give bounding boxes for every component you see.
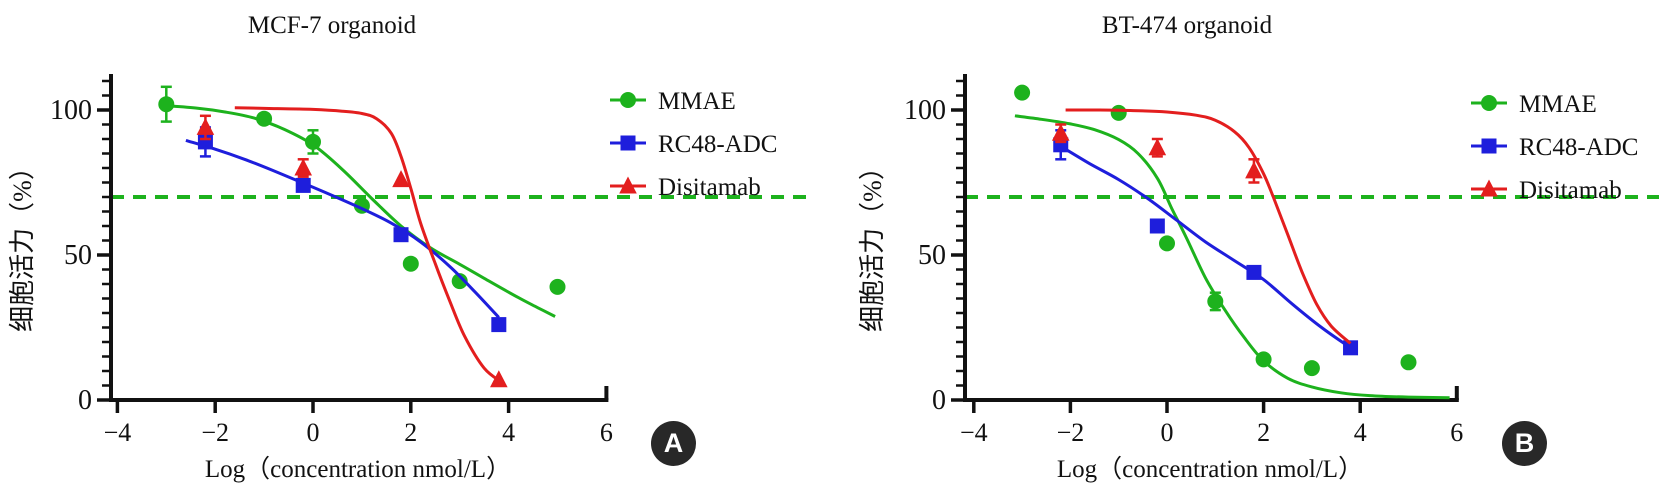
axes: −4 −2 0 2 4 6 0 50 100 bbox=[50, 74, 613, 447]
panel-b-badge: B bbox=[1502, 421, 1547, 466]
series-disitamab bbox=[196, 106, 508, 388]
fit-curve-rc48-adc bbox=[1059, 145, 1352, 350]
panel-mcf7-organoid: −4 −2 0 2 4 6 0 50 100 MCF-7 organoid Log（concentr… bbox=[8, 12, 806, 483]
data-point-rc48-adc bbox=[295, 177, 311, 193]
legend-item-disitamab: Disitamab bbox=[610, 174, 761, 201]
data-point-disitamab bbox=[490, 370, 508, 388]
y-axis-label: 细胞活力（%） bbox=[8, 154, 37, 332]
panel-a-badge: A bbox=[651, 421, 696, 466]
legend-marker-triangle bbox=[1480, 179, 1498, 197]
series-disitamab bbox=[1051, 108, 1352, 345]
x-tick-label: 0 bbox=[1161, 418, 1174, 447]
legend-label: Disitamab bbox=[658, 174, 761, 201]
x-tick-label: 6 bbox=[1450, 418, 1463, 447]
fit-curve-mmae bbox=[1014, 114, 1450, 400]
data-point-disitamab bbox=[1245, 161, 1263, 179]
data-point-mmae bbox=[1255, 351, 1272, 368]
legend-label: RC48-ADC bbox=[1519, 134, 1638, 161]
y-axis-label: 细胞活力（%） bbox=[858, 154, 887, 332]
legend-label: MMAE bbox=[1519, 91, 1597, 118]
y-tick-label: 50 bbox=[918, 240, 946, 271]
data-point-disitamab bbox=[1148, 138, 1167, 156]
x-tick-label: 6 bbox=[600, 418, 613, 447]
data-point-mmae bbox=[1110, 104, 1127, 121]
data-point-rc48-adc bbox=[1343, 340, 1359, 356]
x-tick-label: 0 bbox=[307, 418, 320, 447]
x-axis-label: Log（concentration nmol/L） bbox=[1057, 455, 1363, 483]
y-tick-label: 50 bbox=[64, 240, 92, 271]
x-tick-label: 4 bbox=[502, 418, 515, 447]
legend-marker-triangle bbox=[619, 176, 637, 194]
y-tick-label: 100 bbox=[904, 95, 946, 126]
data-point-mmae bbox=[256, 110, 273, 127]
chart-title: BT-474 organoid bbox=[1102, 12, 1273, 39]
data-point-mmae bbox=[158, 96, 175, 113]
legend-item-mmae: MMAE bbox=[610, 88, 736, 115]
legend-label: RC48-ADC bbox=[658, 131, 777, 158]
x-tick-label: 2 bbox=[404, 418, 417, 447]
y-tick-label: 0 bbox=[932, 385, 946, 416]
data-point-mmae bbox=[451, 273, 468, 290]
fit-curve-rc48-adc bbox=[185, 138, 500, 319]
fit-curve-mmae bbox=[166, 104, 556, 318]
chart-bt474-organoid: −4 −2 0 2 4 6 0 50 100 BT-474 organoid Log（concent… bbox=[858, 12, 1659, 483]
x-tick-label: −2 bbox=[201, 418, 229, 447]
data-point-rc48-adc bbox=[491, 317, 507, 333]
legend-marker-square bbox=[1481, 138, 1497, 154]
series-rc48-adc bbox=[185, 126, 507, 333]
x-axis-label: Log（concentration nmol/L） bbox=[205, 455, 511, 483]
data-point-disitamab bbox=[294, 158, 313, 176]
data-point-mmae bbox=[1159, 235, 1175, 252]
fit-curve-disitamab bbox=[1065, 108, 1352, 345]
series-mmae bbox=[158, 85, 566, 318]
legend-item-rc48-adc: RC48-ADC bbox=[1471, 134, 1638, 161]
data-point-mmae bbox=[1303, 360, 1320, 377]
legend-item-disitamab: Disitamab bbox=[1471, 177, 1622, 204]
data-point-rc48-adc bbox=[393, 227, 409, 243]
data-point-mmae bbox=[1207, 293, 1224, 310]
legend-item-mmae: MMAE bbox=[1471, 91, 1597, 118]
data-point-mmae bbox=[402, 255, 419, 272]
data-point-rc48-adc bbox=[1246, 264, 1262, 280]
x-tick-label: 4 bbox=[1354, 418, 1367, 447]
legend-marker-circle bbox=[620, 92, 636, 108]
x-tick-label: −4 bbox=[960, 418, 988, 447]
chart-mcf7-organoid: −4 −2 0 2 4 6 0 50 100 MCF-7 organoid Log（concentr… bbox=[8, 12, 806, 483]
series-rc48-adc bbox=[1053, 129, 1359, 356]
legend-item-rc48-adc: RC48-ADC bbox=[610, 131, 777, 158]
data-point-rc48-adc bbox=[1149, 218, 1165, 234]
x-tick-label: −2 bbox=[1057, 418, 1085, 447]
axes: −4 −2 0 2 4 6 0 50 100 bbox=[904, 74, 1463, 447]
legend-label: MMAE bbox=[658, 88, 736, 115]
legend-marker-circle bbox=[1481, 95, 1497, 111]
legend-marker-square bbox=[620, 135, 636, 151]
data-point-mmae bbox=[1014, 84, 1031, 101]
data-point-mmae bbox=[305, 133, 321, 150]
y-tick-label: 100 bbox=[50, 95, 92, 126]
fit-curve-disitamab bbox=[234, 106, 503, 384]
data-point-disitamab bbox=[392, 170, 410, 188]
x-tick-label: 2 bbox=[1257, 418, 1270, 447]
data-point-mmae bbox=[549, 278, 566, 295]
data-point-mmae bbox=[1400, 354, 1417, 371]
series-mmae bbox=[1014, 84, 1450, 400]
chart-title: MCF-7 organoid bbox=[248, 12, 417, 39]
legend-label: Disitamab bbox=[1519, 177, 1622, 204]
x-tick-label: −4 bbox=[104, 418, 132, 447]
y-tick-label: 0 bbox=[78, 385, 92, 416]
data-point-disitamab bbox=[196, 117, 215, 135]
panel-bt474-organoid: −4 −2 0 2 4 6 0 50 100 BT-474 organoid Log（concent… bbox=[839, 0, 1678, 490]
data-point-disitamab bbox=[1051, 123, 1070, 141]
